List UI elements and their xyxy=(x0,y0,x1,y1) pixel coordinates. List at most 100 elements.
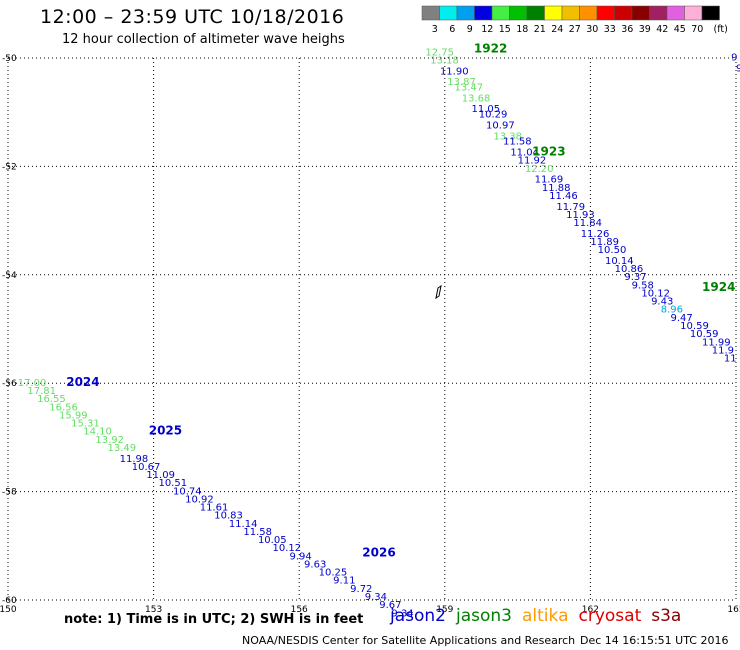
legend-label: 42 xyxy=(656,24,668,35)
wave-height-label: 8.96 xyxy=(661,305,683,316)
wave-height-label: 9 xyxy=(736,64,740,75)
wave-height-label: 13.49 xyxy=(107,443,136,454)
wave-height-label: 11.89 xyxy=(590,237,619,248)
legend-swatch xyxy=(649,5,668,21)
legend-swatch xyxy=(456,5,475,21)
legend-swatch xyxy=(526,5,545,21)
map-grid xyxy=(7,57,737,601)
wave-height-label: 11.46 xyxy=(549,191,578,202)
legend-label: 21 xyxy=(534,24,546,35)
satellite-tracks: 12.7513.1811.9013.8713.4713.6811.0510.29… xyxy=(18,42,740,620)
legend-label: 27 xyxy=(569,24,581,35)
wave-height-label: 11.88 xyxy=(542,183,571,194)
wave-height-label: 9.37 xyxy=(624,272,646,283)
wave-height-label: 9.47 xyxy=(670,313,692,324)
wave-height-label: 11.09 xyxy=(146,470,175,481)
legend-label: 6 xyxy=(449,24,455,35)
satellite-legend: jason2 jason3 altika cryosat s3a xyxy=(390,606,691,626)
legend-swatch xyxy=(701,5,720,21)
pass-time-label: 2026 xyxy=(362,546,395,560)
chart-subtitle: 12 hour collection of altimeter wave hei… xyxy=(62,32,345,47)
wave-height-label: 11.14 xyxy=(229,519,258,530)
wave-height-label: 9.34 xyxy=(365,592,387,603)
legend-label: 45 xyxy=(674,24,686,35)
wave-height-label: 11.58 xyxy=(243,527,272,538)
wave-height-label: 13.38 xyxy=(493,131,522,142)
lon-tick-label: 150 xyxy=(0,605,17,615)
lat-tick-label: -52 xyxy=(2,162,17,172)
legend-swatch xyxy=(544,5,563,21)
wave-height-label: 16.55 xyxy=(37,394,66,405)
wave-height-label: 10.12 xyxy=(273,543,302,554)
lat-tick-label: -56 xyxy=(2,379,17,389)
wave-height-label: 13.47 xyxy=(455,83,484,94)
wave-height-label: 13.92 xyxy=(95,435,124,446)
lon-tick-label: 162 xyxy=(582,605,599,615)
legend-swatch xyxy=(561,5,580,21)
satellite-legend-s3a: s3a xyxy=(651,606,682,626)
legend-label: 18 xyxy=(516,24,528,35)
footer-timestamp: Dec 14 16:15:51 UTC 2016 xyxy=(580,634,729,647)
wave-height-label: 10.83 xyxy=(214,511,243,522)
wave-height-label: 12.20 xyxy=(525,164,554,175)
wave-height-label: 10.74 xyxy=(173,486,202,497)
legend-swatch xyxy=(439,5,458,21)
legend-swatch xyxy=(596,5,615,21)
wave-height-label: 11.05 xyxy=(471,104,500,115)
legend-swatch xyxy=(666,5,685,21)
satellite-legend-jason2: jason2 xyxy=(390,606,446,626)
wave-height-label: 11.92 xyxy=(518,156,547,167)
wave-height-label: 13.68 xyxy=(462,93,491,104)
wave-height-label: 13.18 xyxy=(430,55,459,66)
legend-label: 12 xyxy=(481,24,493,35)
wave-height-label: 9.11 xyxy=(333,576,355,587)
wave-height-label: 11.61 xyxy=(200,503,229,514)
wave-height-label: 11.93 xyxy=(566,210,595,221)
legend-swatch xyxy=(631,5,650,21)
legend-label: 39 xyxy=(639,24,651,35)
land-fragment xyxy=(435,284,442,300)
pass-time-label: 1924 xyxy=(702,280,735,294)
footer-note: note: 1) Time is in UTC; 2) SWH is in fe… xyxy=(64,612,364,627)
wave-height-label: 10.14 xyxy=(605,256,634,267)
wave-height-label: 11.58 xyxy=(503,137,532,148)
legend-unit: (ft) xyxy=(714,24,728,35)
axis-ticks: 150 153 156 159 162 165 -50 -52 -54 -56 -58 -60 xyxy=(0,54,740,615)
satellite-legend-altika: altika xyxy=(522,606,569,626)
wave-height-label: 14.10 xyxy=(83,427,112,438)
wave-height-label: 10.59 xyxy=(680,321,709,332)
footer-credit: NOAA/NESDIS Center for Satellite Applica… xyxy=(242,634,576,647)
wave-height-label: 13.87 xyxy=(447,77,476,88)
wave-height-label: 10.97 xyxy=(486,120,515,131)
wave-height-label: 10.59 xyxy=(690,329,719,340)
wave-height-label: 10.25 xyxy=(319,568,348,579)
lat-tick-label: -58 xyxy=(2,488,17,498)
legend-label: 33 xyxy=(604,24,616,35)
pass-time-label: 2024 xyxy=(66,375,99,389)
wave-height-label: 9.67 xyxy=(379,600,401,611)
lat-tick-label: -54 xyxy=(2,271,17,281)
legend-swatch xyxy=(474,5,493,21)
wave-height-label: 10.29 xyxy=(479,110,508,121)
wave-height-label: 11.9 xyxy=(712,345,734,356)
color-legend: 3 6 9 12 15 18 21 24 27 30 33 36 39 42 45 70 (ft) xyxy=(421,5,728,35)
legend-label: 30 xyxy=(586,24,598,35)
wave-height-label: 11.98 xyxy=(120,454,149,465)
wave-height-label: 11.99 xyxy=(702,337,731,348)
lon-tick-label: 165 xyxy=(727,605,740,615)
wave-height-label: 10.12 xyxy=(641,288,670,299)
lon-tick-label: 159 xyxy=(436,605,453,615)
wave-height-label: 11.04 xyxy=(510,148,539,159)
wave-height-label: 11.79 xyxy=(556,202,585,213)
lon-tick-label: 153 xyxy=(145,605,162,615)
lat-tick-label: -50 xyxy=(2,54,17,64)
legend-label: 36 xyxy=(621,24,633,35)
wave-height-label: 15.31 xyxy=(71,419,100,430)
pass-time-label: 1923 xyxy=(532,145,565,159)
wave-height-label: 11 xyxy=(724,354,737,365)
legend-swatch xyxy=(614,5,633,21)
wave-height-label: 16.56 xyxy=(49,402,78,413)
legend-label: 24 xyxy=(551,24,563,35)
wave-height-label: 9.94 xyxy=(289,551,311,562)
